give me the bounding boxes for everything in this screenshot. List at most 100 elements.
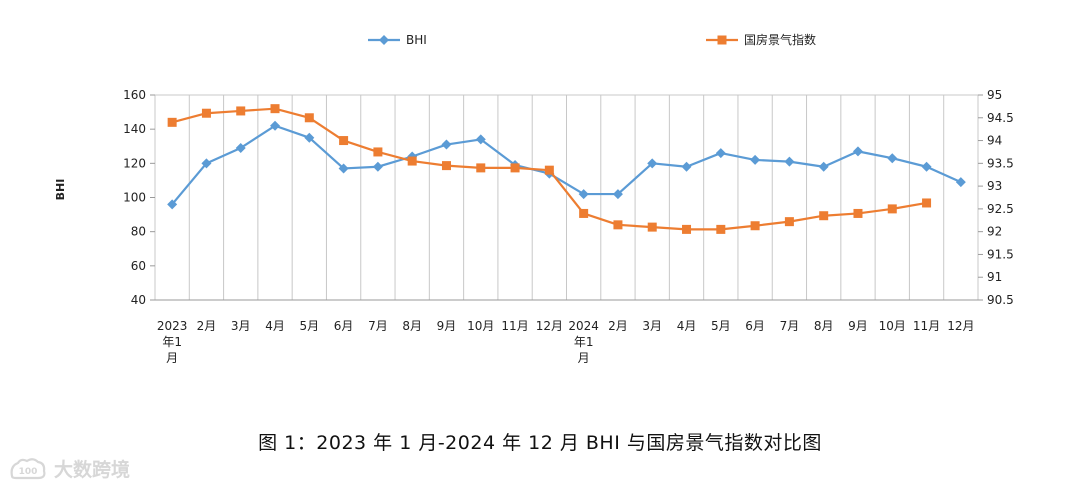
x-tick-label: 2023 年1 月 — [157, 319, 188, 365]
watermark-logo-icon: 100 — [8, 456, 48, 482]
housing-index-point — [339, 136, 349, 146]
legend-marker-bhi — [379, 35, 389, 45]
y2-tick-label: 93 — [987, 179, 1002, 193]
bhi-point — [852, 146, 863, 157]
y2-tick-label: 95 — [987, 88, 1002, 102]
x-tick-label: 9月 — [848, 319, 868, 333]
x-tick-label: 3月 — [642, 319, 662, 333]
bhi-point — [270, 120, 281, 131]
housing-index-point — [750, 221, 760, 231]
housing-index-point — [304, 113, 314, 123]
housing-index-point — [510, 163, 520, 173]
housing-index-point — [236, 106, 246, 116]
legend-label-housing-index: 国房景气指数 — [744, 32, 816, 47]
x-tick-label: 4月 — [677, 319, 697, 333]
housing-index-point — [201, 108, 211, 118]
x-tick-label: 3月 — [231, 319, 251, 333]
x-tick-label: 7月 — [368, 319, 388, 333]
housing-index-point — [441, 161, 451, 171]
x-tick-label: 5月 — [711, 319, 731, 333]
bhi-point — [750, 154, 761, 165]
y2-tick-label: 90.5 — [987, 293, 1014, 307]
figure-caption: 图 1：2023 年 1 月-2024 年 12 月 BHI 与国房景气指数对比… — [258, 432, 822, 454]
y2-tick-label: 91.5 — [987, 247, 1014, 261]
bhi-point — [955, 177, 966, 188]
housing-index-point — [544, 165, 554, 175]
chart-grid — [154, 95, 979, 300]
y2-tick-label: 93.5 — [987, 156, 1014, 170]
y-tick-label: 100 — [123, 191, 146, 205]
y-tick-label: 80 — [131, 225, 146, 239]
y-tick-label: 160 — [123, 88, 146, 102]
bhi-point — [475, 134, 486, 145]
x-tick-label: 12月 — [947, 319, 974, 333]
bhi-point — [887, 153, 898, 164]
bhi-line — [171, 124, 962, 206]
housing-index-point — [613, 220, 623, 230]
y2-tick-label: 94.5 — [987, 111, 1014, 125]
watermark-text: 大数跨境 — [54, 459, 131, 481]
bhi-point — [921, 161, 932, 172]
housing-index-point — [682, 224, 692, 234]
y-tick-label: 140 — [123, 122, 146, 136]
y-tick-label: 40 — [131, 293, 146, 307]
housing-index-point — [270, 104, 280, 114]
housing-index-point — [647, 222, 657, 232]
x-tick-label: 10月 — [879, 319, 906, 333]
bhi-point — [304, 132, 315, 143]
bhi-point — [647, 158, 658, 169]
y2-tick-label: 94 — [987, 134, 1002, 148]
bhi-point — [612, 189, 623, 200]
housing-index-point — [167, 117, 177, 127]
housing-index-point — [853, 208, 863, 218]
chart-series — [167, 104, 966, 234]
bhi-point — [681, 161, 692, 172]
bhi-point — [715, 148, 726, 159]
housing-index-point — [373, 147, 383, 157]
bhi-point — [372, 161, 383, 172]
housing-index-point — [819, 211, 829, 221]
x-tick-label: 4月 — [265, 319, 285, 333]
housing-index-point — [579, 208, 589, 218]
bhi-point — [338, 163, 349, 174]
bhi-point — [784, 156, 795, 167]
x-tick-label: 6月 — [745, 319, 765, 333]
x-tick-label: 2月 — [608, 319, 628, 333]
x-tick-label: 5月 — [299, 319, 319, 333]
housing-index-point — [407, 156, 417, 166]
y-tick-label: 120 — [123, 156, 146, 170]
bhi-point — [441, 139, 452, 150]
housing-index-point — [922, 198, 932, 208]
y-tick-label: 60 — [131, 259, 146, 273]
x-tick-label: 6月 — [334, 319, 354, 333]
x-tick-label: 8月 — [814, 319, 834, 333]
watermark: 100 大数跨境 — [8, 455, 130, 482]
svg-text:100: 100 — [19, 467, 38, 477]
y2-tick-label: 92.5 — [987, 202, 1014, 216]
chart-axes: 160 140 120 100 80 60 40 95 94.5 94 93.5 93 92.5 92 91… — [54, 88, 1014, 365]
chart-legend: BHI 国房景气指数 — [368, 32, 816, 47]
x-tick-label: 2月 — [197, 319, 217, 333]
x-tick-label: 11月 — [913, 319, 940, 333]
x-tick-label: 10月 — [467, 319, 494, 333]
housing-index-point — [784, 217, 794, 227]
legend-label-bhi: BHI — [406, 33, 427, 47]
housing-index-point — [716, 224, 726, 234]
x-tick-label: 11月 — [501, 319, 528, 333]
x-tick-label: 7月 — [780, 319, 800, 333]
bhi-point — [167, 199, 178, 210]
bhi-point — [201, 158, 212, 169]
x-tick-label: 12月 — [536, 319, 563, 333]
bhi-point — [818, 161, 829, 172]
bhi-point — [578, 189, 589, 200]
y-axis-label: BHI — [54, 179, 67, 201]
line-chart: BHI 国房景气指数 160 140 120 100 80 60 40 95 94.5 94 93.5… — [54, 32, 1014, 365]
bhi-point — [235, 142, 246, 153]
x-tick-label: 8月 — [402, 319, 422, 333]
legend-marker-housing-index — [717, 35, 727, 45]
housing-index-point — [887, 204, 897, 214]
x-tick-label: 9月 — [437, 319, 457, 333]
y2-tick-label: 91 — [987, 270, 1002, 284]
x-tick-label: 2024 年1 月 — [568, 319, 599, 365]
housing-index-point — [476, 163, 486, 173]
